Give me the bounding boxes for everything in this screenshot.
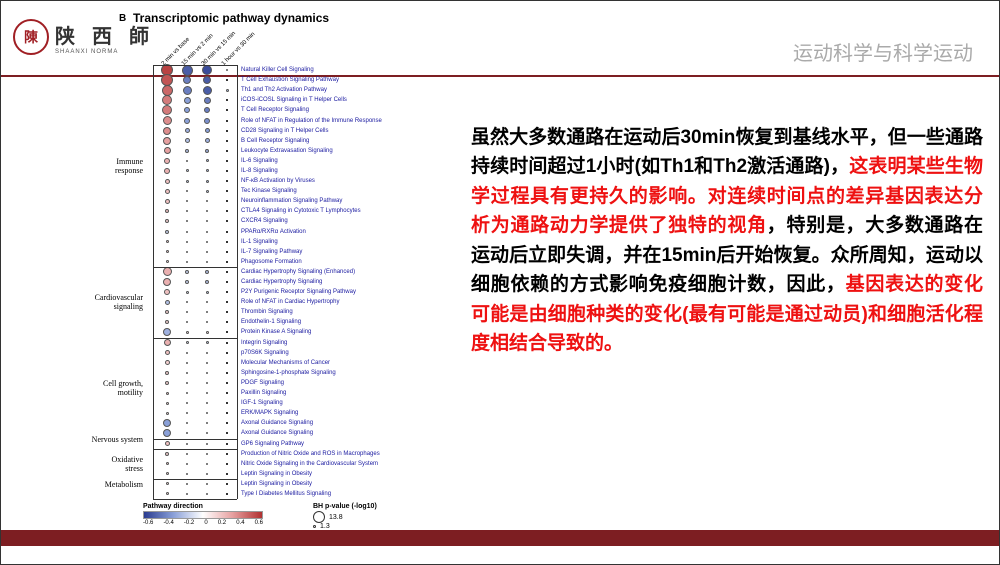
pathway-name: PDGF Signaling <box>241 380 284 386</box>
pathway-name: B Cell Receptor Signaling <box>241 138 309 144</box>
pathway-name: Production of Nitric Oxide and ROS in Ma… <box>241 451 380 457</box>
table-row: NF-κB Activation by Viruses <box>23 176 463 186</box>
group-label: Nervous system <box>23 435 143 444</box>
group-label: Cell growth,motility <box>23 379 143 397</box>
panel-letter: B <box>119 13 126 24</box>
table-row: T Cell Receptor Signaling <box>23 105 463 115</box>
footer-band <box>1 530 999 546</box>
pathway-name: NF-κB Activation by Viruses <box>241 178 315 184</box>
table-row: IL-1 Signaling <box>23 237 463 247</box>
pathway-name: Integrin Signaling <box>241 340 287 346</box>
figure-bubble-chart: B Transcriptomic pathway dynamics 2 min … <box>23 17 463 547</box>
group-label: Cardiovascularsignaling <box>23 293 143 311</box>
table-row: iCOS-iCOSL Signaling in T Helper Cells <box>23 95 463 105</box>
table-row: Integrin Signaling <box>23 338 463 348</box>
size-legend: BH p-value (-log10) 13.8 1.3 <box>313 503 377 530</box>
pathway-name: Endothelin-1 Signaling <box>241 319 301 325</box>
table-row: Leukocyte Extravasation Signaling <box>23 146 463 156</box>
pathway-name: IL-6 Signaling <box>241 158 278 164</box>
pathway-name: Role of NFAT in Regulation of the Immune… <box>241 118 382 124</box>
table-row: Protein Kinase A Signaling <box>23 327 463 337</box>
pathway-name: IL-7 Signaling Pathway <box>241 249 302 255</box>
pathway-name: Th1 and Th2 Activation Pathway <box>241 87 327 93</box>
pathway-name: IL-1 Signaling <box>241 239 278 245</box>
pathway-name: PPARα/RXRα Activation <box>241 229 306 235</box>
pathway-name: Tec Kinase Signaling <box>241 188 297 194</box>
pathway-name: Paxillin Signaling <box>241 390 286 396</box>
header-right-text: 运动科学与科学运动 <box>793 37 973 66</box>
figure-title: Transcriptomic pathway dynamics <box>133 11 329 25</box>
pathway-name: Natural Killer Cell Signaling <box>241 67 314 73</box>
pathway-name: Cardiac Hypertrophy Signaling (Enhanced) <box>241 269 355 275</box>
pathway-name: GP6 Signaling Pathway <box>241 441 304 447</box>
pathway-name: Type I Diabetes Mellitus Signaling <box>241 491 331 497</box>
group-label: Metabolism <box>23 480 143 489</box>
pathway-name: IL-8 Signaling <box>241 168 278 174</box>
pathway-name: Cardiac Hypertrophy Signaling <box>241 279 322 285</box>
pathway-name: Sphingosine-1-phosphate Signaling <box>241 370 336 376</box>
table-row: PPARα/RXRα Activation <box>23 227 463 237</box>
table-row: CTLA4 Signaling in Cytotoxic T Lymphocyt… <box>23 206 463 216</box>
pathway-name: T Cell Exhaustion Signaling Pathway <box>241 77 339 83</box>
table-row: Tec Kinase Signaling <box>23 186 463 196</box>
table-row: Role of NFAT in Regulation of the Immune… <box>23 115 463 125</box>
pathway-name: CXCR4 Signaling <box>241 218 288 224</box>
table-row: CXCR4 Signaling <box>23 216 463 226</box>
table-row: T Cell Exhaustion Signaling Pathway <box>23 75 463 85</box>
pathway-name: T Cell Receptor Signaling <box>241 107 309 113</box>
pathway-name: p70S6K Signaling <box>241 350 289 356</box>
pathway-name: iCOS-iCOSL Signaling in T Helper Cells <box>241 97 347 103</box>
table-row: Cardiac Hypertrophy Signaling <box>23 277 463 287</box>
group-label: Oxidativestress <box>23 455 143 473</box>
pathway-name: Axonal Guidance Signaling <box>241 420 313 426</box>
table-row: Neuroinflammation Signaling Pathway <box>23 196 463 206</box>
pathway-name: Leptin Signaling in Obesity <box>241 471 312 477</box>
pathway-name: Leptin Signaling in Obesity <box>241 481 312 487</box>
pathway-name: Role of NFAT in Cardiac Hypertrophy <box>241 299 339 305</box>
pathway-name: Leukocyte Extravasation Signaling <box>241 148 333 154</box>
pathway-name: IGF-1 Signaling <box>241 400 283 406</box>
pathway-name: Nitric Oxide Signaling in the Cardiovasc… <box>241 461 378 467</box>
table-row: Sphingosine-1-phosphate Signaling <box>23 368 463 378</box>
table-row: Cardiac Hypertrophy Signaling (Enhanced) <box>23 267 463 277</box>
color-gradient <box>143 511 263 519</box>
table-row: CD28 Signaling in T Helper Cells <box>23 126 463 136</box>
table-row: ERK/MAPK Signaling <box>23 408 463 418</box>
table-row: Th1 and Th2 Activation Pathway <box>23 85 463 95</box>
table-row: IGF-1 Signaling <box>23 398 463 408</box>
table-row: Endothelin-1 Signaling <box>23 317 463 327</box>
table-row: Type I Diabetes Mellitus Signaling <box>23 489 463 499</box>
color-legend-title: Pathway direction <box>143 503 443 510</box>
column-headers: 2 min vs base15 min vs 2 min30 min vs 15… <box>159 27 259 67</box>
table-row: Axonal Guidance Signaling <box>23 418 463 428</box>
pathway-name: Molecular Mechanisms of Cancer <box>241 360 330 366</box>
group-label: Immuneresponse <box>23 157 143 175</box>
pathway-name: CD28 Signaling in T Helper Cells <box>241 128 329 134</box>
table-row: Molecular Mechanisms of Cancer <box>23 358 463 368</box>
pathway-name: P2Y Purigenic Receptor Signaling Pathway <box>241 289 356 295</box>
pathway-name: Protein Kinase A Signaling <box>241 329 311 335</box>
pathway-name: Neuroinflammation Signaling Pathway <box>241 198 342 204</box>
table-row: p70S6K Signaling <box>23 348 463 358</box>
table-row: Natural Killer Cell Signaling <box>23 65 463 75</box>
pathway-name: ERK/MAPK Signaling <box>241 410 298 416</box>
pathway-name: Phagosome Formation <box>241 259 302 265</box>
table-row: Phagosome Formation <box>23 257 463 267</box>
pathway-name: CTLA4 Signaling in Cytotoxic T Lymphocyt… <box>241 208 361 214</box>
table-row: IL-7 Signaling Pathway <box>23 247 463 257</box>
pathway-name: Thrombin Signaling <box>241 309 293 315</box>
pathway-name: Axonal Guidance Signaling <box>241 430 313 436</box>
main-text: 虽然大多数通路在运动后30min恢复到基线水平，但一些通路持续时间超过1小时(如… <box>471 123 983 359</box>
table-row: B Cell Receptor Signaling <box>23 136 463 146</box>
